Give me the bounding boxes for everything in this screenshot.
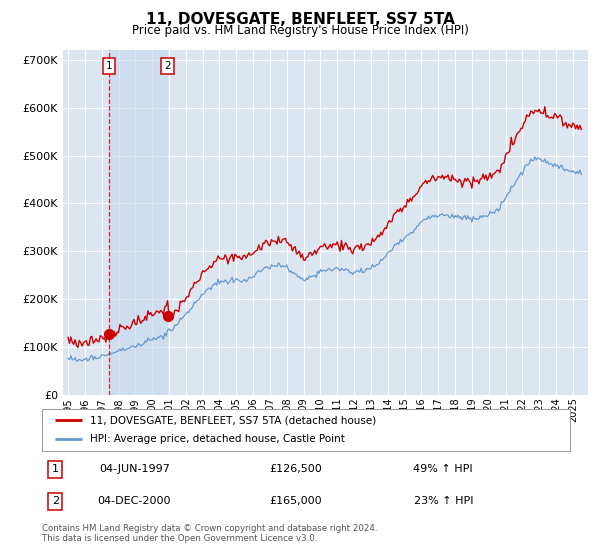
Text: 1: 1 xyxy=(106,60,112,71)
Text: 1: 1 xyxy=(52,464,59,474)
Text: 04-JUN-1997: 04-JUN-1997 xyxy=(99,464,170,474)
Text: 49% ↑ HPI: 49% ↑ HPI xyxy=(413,464,473,474)
Text: HPI: Average price, detached house, Castle Point: HPI: Average price, detached house, Cast… xyxy=(89,435,344,445)
Text: 11, DOVESGATE, BENFLEET, SS7 5TA (detached house): 11, DOVESGATE, BENFLEET, SS7 5TA (detach… xyxy=(89,415,376,425)
Text: 23% ↑ HPI: 23% ↑ HPI xyxy=(413,496,473,506)
Text: 2: 2 xyxy=(52,496,59,506)
Text: 04-DEC-2000: 04-DEC-2000 xyxy=(98,496,171,506)
Text: 11, DOVESGATE, BENFLEET, SS7 5TA: 11, DOVESGATE, BENFLEET, SS7 5TA xyxy=(146,12,454,27)
Text: 2: 2 xyxy=(164,60,171,71)
Text: Contains HM Land Registry data © Crown copyright and database right 2024.
This d: Contains HM Land Registry data © Crown c… xyxy=(42,524,377,543)
Text: £126,500: £126,500 xyxy=(269,464,322,474)
Text: £165,000: £165,000 xyxy=(269,496,322,506)
Text: Price paid vs. HM Land Registry's House Price Index (HPI): Price paid vs. HM Land Registry's House … xyxy=(131,24,469,36)
Bar xyxy=(109,50,167,395)
